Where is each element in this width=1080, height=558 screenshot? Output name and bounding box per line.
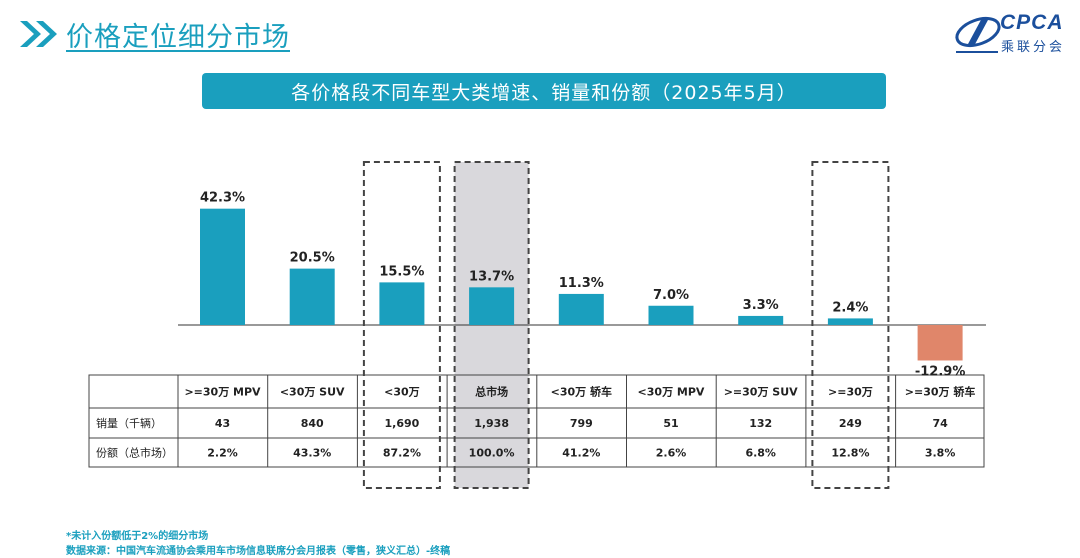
bar-value-label: 42.3% <box>200 191 245 206</box>
bar-2 <box>379 282 425 325</box>
bar-value-label: -12.9% <box>915 364 966 379</box>
table-cell: 12.8% <box>831 447 869 460</box>
table-row-label: 份额（总市场） <box>96 446 173 460</box>
table-cell: 3.8% <box>925 447 956 460</box>
category-label: >=30万 轿车 <box>905 385 976 399</box>
cpca-logo-icon <box>955 16 1001 53</box>
category-label: <30万 轿车 <box>551 385 612 399</box>
bar-value-label: 3.3% <box>743 298 779 313</box>
table-cell: 2.2% <box>207 447 238 460</box>
table-cell: 6.8% <box>745 447 776 460</box>
table-cell: 249 <box>839 417 862 430</box>
bar-4 <box>558 293 604 325</box>
category-label: 总市场 <box>475 385 508 399</box>
table-cell: 132 <box>749 417 772 430</box>
table-cell: 1,690 <box>385 417 420 430</box>
table-cell: 41.2% <box>562 447 600 460</box>
bar-value-label: 15.5% <box>379 264 424 279</box>
footnote-share: *未计入份额低于2%的细分市场 <box>66 531 209 542</box>
category-label: <30万 <box>384 386 420 399</box>
category-label: <30万 MPV <box>638 386 705 399</box>
table-row-label: 销量（千辆） <box>96 416 162 430</box>
chart-title-banner: 各价格段不同车型大类增速、销量和份额（2025年5月） <box>202 73 886 109</box>
category-label: >=30万 <box>828 386 873 399</box>
highlight-dashed-box <box>362 161 441 489</box>
bar-7 <box>827 318 873 325</box>
chart-title: 各价格段不同车型大类增速、销量和份额（2025年5月） <box>291 81 797 104</box>
table-cell: 100.0% <box>469 447 515 460</box>
bar-3 <box>469 287 515 325</box>
table-cell: 840 <box>301 417 324 430</box>
highlight-dashed-box <box>811 161 890 489</box>
bar-6 <box>738 315 784 325</box>
category-label: >=30万 MPV <box>184 386 261 399</box>
bar-value-label: 13.7% <box>469 269 514 284</box>
bar-value-label: 2.4% <box>832 300 868 315</box>
bar-0 <box>200 208 245 325</box>
double-chevron-icon <box>20 21 57 47</box>
table-cell: 799 <box>570 417 593 430</box>
table-cell: 51 <box>663 417 678 430</box>
category-label: <30万 SUV <box>280 386 345 399</box>
bar-value-label: 11.3% <box>559 276 604 291</box>
table-cell: 43 <box>215 417 230 430</box>
page-header: 价格定位细分市场 <box>18 14 290 54</box>
table-cell: 2.6% <box>656 447 687 460</box>
table-cell: 1,938 <box>474 417 509 430</box>
category-label: >=30万 SUV <box>724 386 798 399</box>
table-cell: 74 <box>932 417 948 430</box>
bar-5 <box>648 305 694 325</box>
logo-subtitle: 乘联分会 <box>1001 40 1066 55</box>
table-cell: 87.2% <box>383 447 421 460</box>
bar-value-label: 20.5% <box>290 251 335 266</box>
bar-value-label: 7.0% <box>653 288 689 303</box>
logo-text: CPCA <box>1000 11 1064 34</box>
bar-8 <box>917 325 963 361</box>
page-title: 价格定位细分市场 <box>66 21 290 53</box>
footnote-source: 数据来源：中国汽车流通协会乘用车市场信息联席分会月报表（零售，狭义汇总）-终稿 <box>66 546 451 557</box>
table-cell: 43.3% <box>293 447 331 460</box>
bar-1 <box>289 268 335 325</box>
